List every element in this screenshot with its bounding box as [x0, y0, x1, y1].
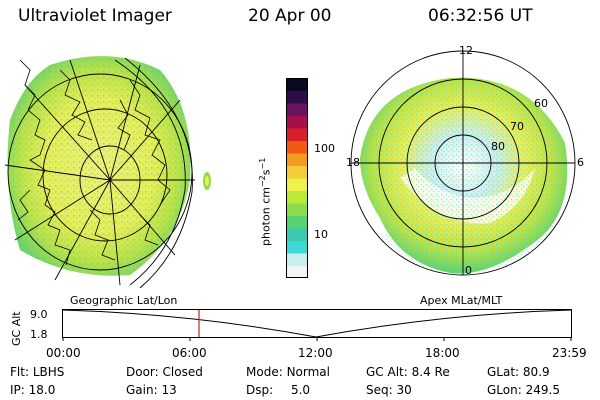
- altitude-ylabel: GC Alt: [10, 311, 23, 346]
- mlt-panel-label: Apex MLat/MLT: [420, 294, 503, 307]
- colorbar-cell: [286, 165, 308, 179]
- info-gain: Gain: 13: [126, 383, 177, 397]
- mlat-label-70: 70: [510, 120, 524, 133]
- mlat-mlt-grid: [350, 50, 576, 276]
- info-glat: GLat: 80.9: [487, 365, 550, 379]
- colorbar-cell: [286, 265, 308, 278]
- colorbar-cell: [286, 240, 308, 254]
- colorbar-cell: [286, 90, 308, 104]
- colorbar-cell: [286, 190, 308, 204]
- x-tick-0600: 06:00: [172, 346, 207, 360]
- info-door: Door: Closed: [126, 365, 203, 379]
- info-dsp: Dsp: 5.0: [246, 383, 311, 397]
- mlt-label-12: 12: [459, 44, 473, 57]
- mlt-polar-panel: [350, 50, 576, 276]
- altitude-y-bottom: 1.8: [30, 328, 48, 341]
- colorbar-cell: [286, 115, 308, 129]
- colorbar-tick-10: 10: [314, 228, 328, 241]
- mlt-label-6: 6: [577, 156, 584, 169]
- altitude-plot: [62, 309, 572, 341]
- observation-time: 06:32:56 UT: [428, 6, 533, 26]
- info-seq: Seq: 30: [366, 383, 412, 397]
- x-tick-1200: 12:00: [298, 346, 333, 360]
- mlt-label-0: 0: [465, 264, 472, 277]
- colorbar-cell: [286, 128, 308, 141]
- colorbar-cell: [286, 228, 308, 241]
- mlat-label-60: 60: [534, 97, 548, 110]
- colorbar-tick-100: 100: [314, 142, 335, 155]
- mlt-label-18: 18: [346, 156, 360, 169]
- info-filter: Flt: LBHS: [10, 365, 65, 379]
- mlat-label-80: 80: [491, 140, 505, 153]
- colorbar-cell: [286, 103, 308, 116]
- info-glon: GLon: 249.5: [487, 383, 560, 397]
- altitude-y-top: 9.0: [30, 308, 48, 321]
- x-tick-0000: 00:00: [46, 346, 81, 360]
- colorbar-cell: [286, 78, 308, 91]
- info-mode: Mode: Normal: [246, 365, 330, 379]
- geographic-panel-label: Geographic Lat/Lon: [70, 294, 178, 307]
- x-tick-1800: 18:00: [425, 346, 460, 360]
- coastlines: [17, 59, 171, 266]
- colorbar-cell: [286, 253, 308, 266]
- info-gc-alt: GC Alt: 8.4 Re: [366, 365, 450, 379]
- altitude-curve: [62, 309, 572, 338]
- colorbar-cell: [286, 215, 308, 229]
- x-tick-2359: 23:59: [552, 346, 587, 360]
- observation-date: 20 Apr 00: [248, 6, 332, 26]
- colorbar-cell: [286, 178, 308, 191]
- colorbar-cell: [286, 203, 308, 216]
- info-ip: IP: 18.0: [10, 383, 56, 397]
- colorbar-cell: [286, 153, 308, 166]
- geographic-image-panel: [4, 56, 211, 289]
- instrument-title: Ultraviolet Imager: [18, 6, 172, 26]
- colorbar: [286, 78, 308, 278]
- colorbar-cell: [286, 140, 308, 154]
- colorbar-unit-label: photon cm−2s−1: [258, 157, 273, 246]
